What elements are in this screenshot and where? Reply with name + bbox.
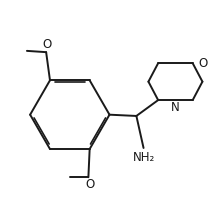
Text: O: O [85,178,94,192]
Text: NH₂: NH₂ [133,151,155,164]
Text: N: N [171,101,180,114]
Text: O: O [198,57,208,70]
Text: O: O [43,38,52,51]
